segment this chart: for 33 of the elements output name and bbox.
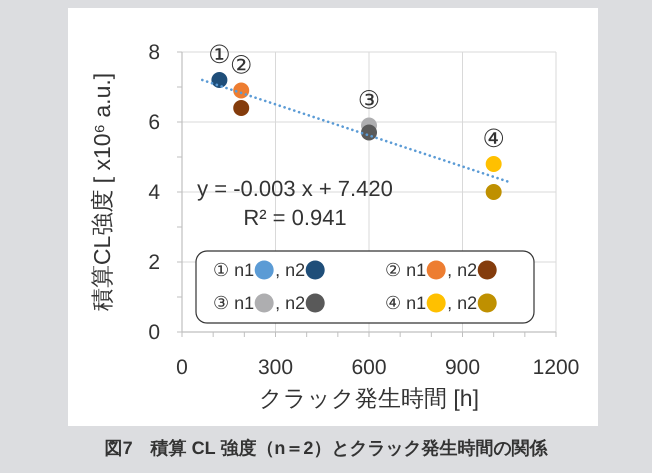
point bbox=[233, 100, 250, 116]
x-tick-label: 0 bbox=[176, 356, 188, 379]
annotation: ② bbox=[230, 52, 252, 80]
x-tick-label: 1200 bbox=[532, 356, 580, 379]
point bbox=[211, 72, 228, 88]
legend-label: , n2 bbox=[447, 293, 478, 313]
x-tick-label: 600 bbox=[351, 356, 387, 379]
annotation: ① bbox=[208, 41, 231, 69]
annotation: y = -0.003 x + 7.420 bbox=[197, 176, 393, 201]
y-tick-label: 6 bbox=[148, 111, 160, 134]
point bbox=[486, 184, 502, 200]
point bbox=[361, 124, 377, 140]
y-tick-label: 0 bbox=[148, 321, 160, 344]
title: 図7 積算 CL 強度（n＝2）とクラック発生時間の関係 bbox=[104, 438, 548, 458]
x-tick-label: 300 bbox=[258, 356, 294, 379]
legend-label: ② n1 bbox=[385, 260, 426, 280]
y-tick-label: 2 bbox=[148, 251, 160, 274]
legend-label: , n2 bbox=[275, 260, 306, 280]
annotation: R² = 0.941 bbox=[243, 205, 347, 230]
point bbox=[233, 82, 250, 98]
annotation: ④ bbox=[482, 125, 505, 153]
ylabel: 積算CL強度 [ x10⁶ a.u.] bbox=[89, 72, 115, 312]
x-tick-label: 900 bbox=[444, 356, 480, 379]
point bbox=[486, 156, 502, 172]
legend-label: ① n1 bbox=[213, 260, 254, 280]
xlabel: クラック発生時間 [h] bbox=[259, 385, 479, 411]
y-tick-label: 8 bbox=[148, 41, 160, 64]
annotation: ③ bbox=[358, 86, 380, 114]
y-tick-label: 4 bbox=[148, 181, 160, 204]
legend-label: ④ n1 bbox=[385, 293, 426, 313]
legend-label: , n2 bbox=[275, 293, 306, 313]
legend-label: , n2 bbox=[447, 260, 478, 280]
legend-label: ③ n1 bbox=[213, 293, 254, 313]
